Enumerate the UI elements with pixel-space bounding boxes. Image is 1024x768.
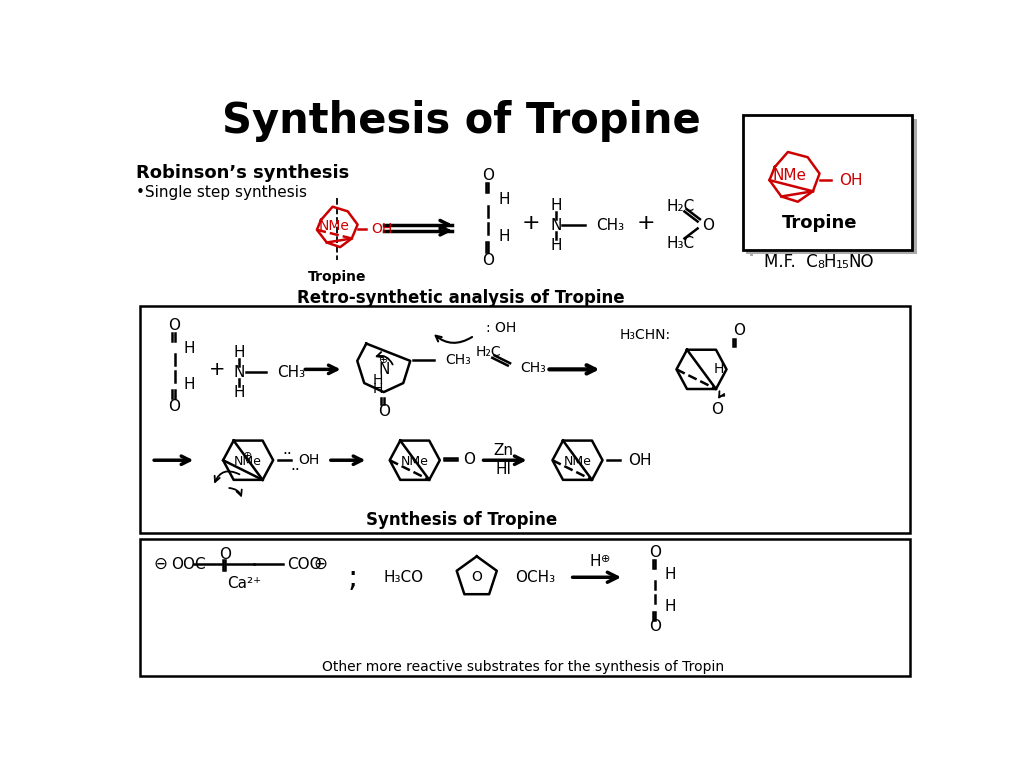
Text: H: H — [183, 377, 196, 392]
Text: OH: OH — [371, 222, 392, 237]
Text: H₃CO: H₃CO — [384, 570, 424, 584]
Text: H₃CHN:: H₃CHN: — [620, 328, 671, 342]
Text: O: O — [378, 404, 390, 419]
Text: NMe: NMe — [772, 168, 806, 183]
Text: O: O — [482, 253, 495, 267]
Text: Robinson’s synthesis: Robinson’s synthesis — [136, 164, 349, 182]
Text: ··: ·· — [282, 446, 292, 462]
Text: H₂C: H₂C — [667, 199, 695, 214]
Text: Zn: Zn — [494, 443, 514, 458]
Text: O: O — [219, 547, 230, 561]
Bar — [139, 306, 910, 533]
Text: •Single step synthesis: •Single step synthesis — [136, 185, 307, 200]
Text: ⊕: ⊕ — [379, 355, 388, 365]
Text: OH: OH — [628, 452, 651, 468]
Text: H: H — [233, 385, 245, 400]
Text: ;: ; — [347, 563, 357, 592]
Text: O: O — [471, 571, 482, 584]
Text: H: H — [665, 568, 676, 582]
Text: : OH: : OH — [486, 321, 516, 335]
Text: ⊖: ⊖ — [313, 555, 327, 573]
Text: N: N — [550, 218, 561, 233]
Text: O: O — [701, 218, 714, 233]
Text: Synthesis of Tropine: Synthesis of Tropine — [366, 511, 557, 528]
Text: H: H — [590, 554, 601, 569]
Text: H: H — [499, 193, 510, 207]
Text: CH₃: CH₃ — [276, 365, 305, 380]
Text: H₂C: H₂C — [475, 346, 501, 359]
Text: OH: OH — [840, 173, 863, 187]
Text: 15: 15 — [836, 260, 850, 270]
Text: Ca²⁺: Ca²⁺ — [227, 576, 261, 591]
Text: O: O — [649, 619, 662, 634]
Bar — [746, 119, 916, 254]
Bar — [742, 115, 911, 250]
Text: NMe: NMe — [318, 219, 350, 233]
Text: 8: 8 — [817, 260, 824, 270]
Bar — [751, 119, 753, 257]
Bar — [139, 539, 910, 676]
Text: NMe: NMe — [563, 455, 592, 468]
Text: H: H — [823, 253, 836, 270]
Text: ⊕: ⊕ — [244, 451, 253, 461]
Text: O: O — [169, 318, 180, 333]
Text: O: O — [733, 323, 744, 339]
Text: Tropine: Tropine — [782, 214, 858, 232]
Text: ⊖: ⊖ — [154, 555, 168, 573]
Text: CH₃: CH₃ — [445, 353, 471, 367]
Text: N: N — [378, 362, 389, 377]
Text: N: N — [233, 365, 245, 380]
Text: H: H — [373, 373, 383, 387]
Text: COO: COO — [287, 557, 322, 571]
Text: O: O — [169, 399, 180, 414]
Text: +: + — [209, 360, 225, 379]
Text: CH₃: CH₃ — [520, 361, 546, 375]
Text: HI: HI — [496, 462, 512, 477]
Text: ⊕: ⊕ — [601, 554, 610, 564]
Text: +: + — [521, 213, 541, 233]
Text: Other more reactive substrates for the synthesis of Tropin: Other more reactive substrates for the s… — [323, 660, 724, 674]
Text: O: O — [464, 452, 475, 467]
Text: H: H — [665, 599, 676, 614]
Text: O: O — [482, 168, 495, 183]
Text: Synthesis of Tropine: Synthesis of Tropine — [222, 101, 700, 142]
Text: O: O — [649, 545, 662, 560]
Text: ··: ·· — [291, 464, 300, 478]
Text: NMe: NMe — [400, 455, 429, 468]
Text: H: H — [499, 230, 510, 244]
Text: OOC: OOC — [171, 557, 206, 571]
Text: H: H — [373, 382, 383, 396]
Text: H₃C: H₃C — [667, 236, 694, 250]
Text: NO: NO — [849, 253, 874, 270]
Text: Retro-synthetic analysis of Tropine: Retro-synthetic analysis of Tropine — [297, 289, 625, 306]
Text: H: H — [550, 238, 561, 253]
Text: OCH₃: OCH₃ — [515, 570, 556, 584]
Text: M.F.  C: M.F. C — [764, 253, 817, 270]
Text: H: H — [183, 341, 196, 356]
Text: H: H — [233, 345, 245, 360]
Text: H: H — [714, 362, 724, 376]
Text: H: H — [550, 198, 561, 213]
Text: O: O — [711, 402, 723, 417]
Text: OH: OH — [299, 453, 319, 467]
Text: +: + — [636, 213, 655, 233]
Text: NMe: NMe — [234, 455, 262, 468]
Text: Tropine: Tropine — [308, 270, 367, 284]
Text: CH₃: CH₃ — [596, 218, 625, 233]
